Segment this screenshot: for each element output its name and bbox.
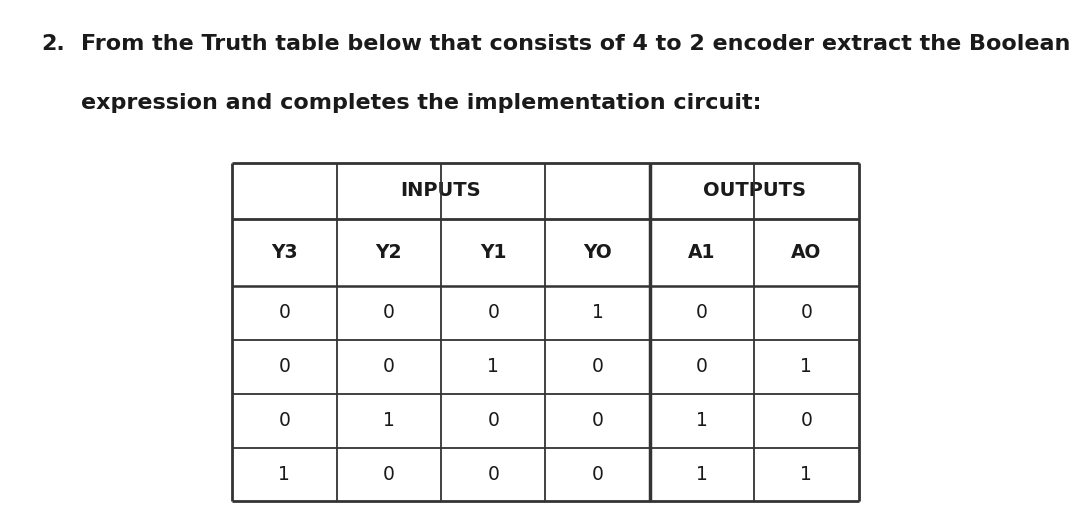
Text: 1: 1 xyxy=(800,357,812,376)
Text: 1: 1 xyxy=(279,465,291,484)
Text: 0: 0 xyxy=(592,357,604,376)
Text: From the Truth table below that consists of 4 to 2 encoder extract the Boolean: From the Truth table below that consists… xyxy=(81,34,1070,54)
Text: 1: 1 xyxy=(487,357,499,376)
Text: Y2: Y2 xyxy=(376,243,402,262)
Text: 0: 0 xyxy=(279,303,291,323)
Text: 1: 1 xyxy=(592,303,604,323)
Text: 0: 0 xyxy=(592,465,604,484)
Text: AO: AO xyxy=(792,243,822,262)
Text: 1: 1 xyxy=(800,465,812,484)
Text: 0: 0 xyxy=(487,303,499,323)
Text: expression and completes the implementation circuit:: expression and completes the implementat… xyxy=(81,93,761,113)
Text: 0: 0 xyxy=(487,465,499,484)
Text: Y1: Y1 xyxy=(480,243,507,262)
Text: 2.: 2. xyxy=(41,34,65,54)
Text: 0: 0 xyxy=(800,303,812,323)
Text: 0: 0 xyxy=(487,411,499,430)
Text: 0: 0 xyxy=(697,303,707,323)
Text: 1: 1 xyxy=(383,411,394,430)
Text: 0: 0 xyxy=(279,357,291,376)
Text: A1: A1 xyxy=(688,243,716,262)
Text: 1: 1 xyxy=(697,411,707,430)
Text: YO: YO xyxy=(583,243,612,262)
Text: 1: 1 xyxy=(697,465,707,484)
Text: 0: 0 xyxy=(383,465,394,484)
Text: Y3: Y3 xyxy=(271,243,298,262)
Text: OUTPUTS: OUTPUTS xyxy=(703,181,806,200)
Text: INPUTS: INPUTS xyxy=(401,181,482,200)
Text: 0: 0 xyxy=(697,357,707,376)
Text: 0: 0 xyxy=(383,303,394,323)
Text: 0: 0 xyxy=(592,411,604,430)
Text: 0: 0 xyxy=(800,411,812,430)
Text: 0: 0 xyxy=(383,357,394,376)
Text: 0: 0 xyxy=(279,411,291,430)
